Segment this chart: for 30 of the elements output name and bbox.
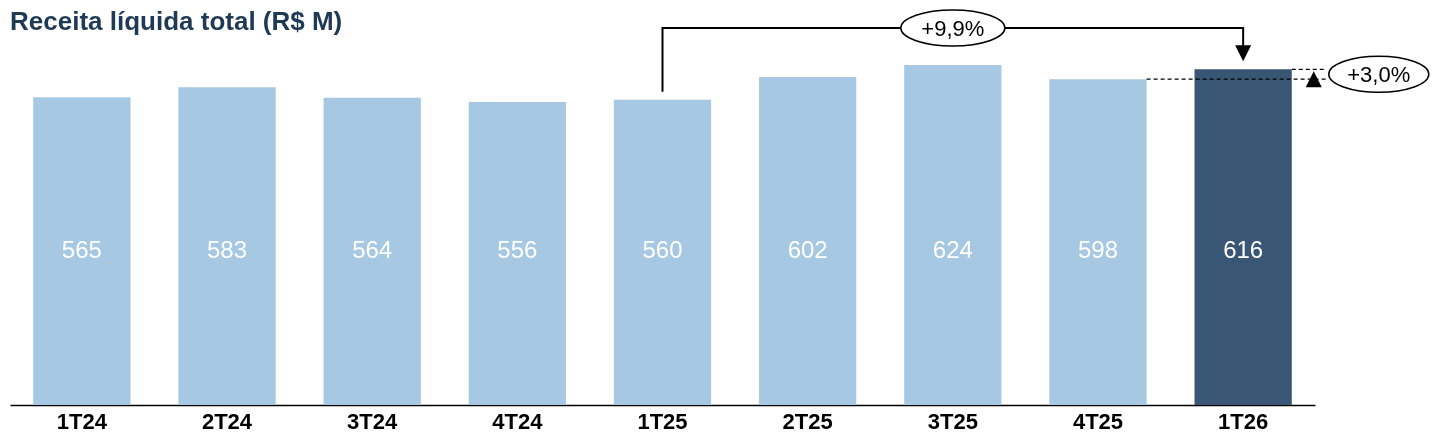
bar xyxy=(323,97,421,405)
bar xyxy=(1049,79,1147,405)
data-label: 602 xyxy=(787,236,828,263)
bar xyxy=(1194,69,1292,405)
data-label: 565 xyxy=(61,236,102,263)
x-tick-label: 1T26 xyxy=(1218,408,1269,434)
x-tick-label: 4T25 xyxy=(1072,408,1124,434)
data-label: 624 xyxy=(932,236,973,263)
text: +3,0% xyxy=(1347,62,1411,88)
data-label: 616 xyxy=(1223,236,1264,263)
data-label: 564 xyxy=(352,236,393,263)
bar xyxy=(613,99,712,405)
x-tick-label: 3T25 xyxy=(927,408,978,434)
data-label: 556 xyxy=(497,236,538,263)
chart-title: Receita líquida total (R$ M) xyxy=(10,6,343,36)
x-tick-label: 3T24 xyxy=(347,408,399,434)
bar xyxy=(759,76,857,405)
data-label: 598 xyxy=(1077,236,1119,263)
bar xyxy=(33,97,131,405)
bar xyxy=(468,102,566,405)
data-label: 560 xyxy=(642,236,683,263)
x-tick-label: 1T25 xyxy=(637,408,688,434)
x-tick-label: 4T24 xyxy=(492,408,544,434)
x-tick-label: 2T25 xyxy=(782,408,833,434)
bar xyxy=(904,65,1002,405)
x-tick-label: 2T24 xyxy=(201,408,253,434)
bar xyxy=(178,87,276,405)
x-tick-label: 1T24 xyxy=(56,408,108,434)
text: +9,9% xyxy=(921,16,985,41)
data-label: 583 xyxy=(206,236,248,263)
